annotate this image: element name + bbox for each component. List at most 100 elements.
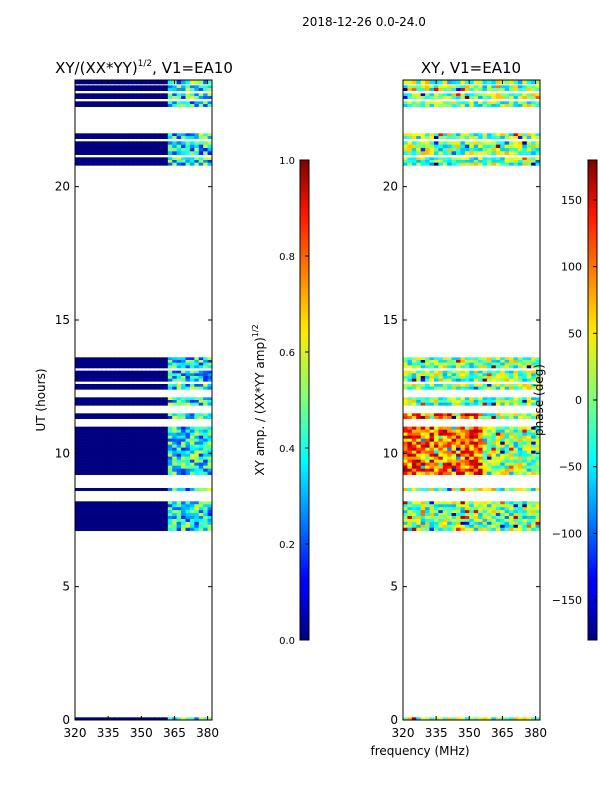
- panel2-heatmap-cell: [535, 465, 540, 469]
- panel1-heatmap-cell: [136, 426, 142, 430]
- panel1-heatmap-cell: [189, 468, 195, 472]
- panel1-heatmap-cell: [88, 444, 94, 448]
- panel1-heatmap-cell: [158, 88, 164, 91]
- panel2-heatmap-cell: [425, 513, 431, 517]
- panel2-heatmap-cell: [451, 510, 457, 514]
- panel1-heatmap-cell: [141, 717, 147, 720]
- panel1-heatmap-cell: [136, 360, 142, 363]
- panel1-heatmap-cell: [110, 465, 116, 469]
- panel2-heatmap-cell: [531, 450, 537, 454]
- panel1-heatmap-cell: [150, 447, 156, 451]
- panel2-heatmap-cell: [429, 136, 435, 139]
- panel2-heatmap-cell: [438, 453, 444, 457]
- panel2-heatmap-cell: [513, 435, 519, 439]
- panel1-heatmap-cell: [97, 384, 103, 387]
- panel2-heatmap-cell: [482, 370, 488, 374]
- panel2-heatmap-cell: [509, 148, 515, 152]
- panel2-heatmap-cell: [495, 136, 501, 139]
- panel2-heatmap-cell: [482, 141, 488, 145]
- panel2-heatmap-cell: [500, 456, 506, 460]
- panel2-heatmap-cell: [451, 400, 457, 403]
- panel1-heatmap-cell: [150, 93, 156, 97]
- panel2-heatmap-cell: [526, 450, 532, 454]
- panel1-heatmap-cell: [172, 85, 178, 89]
- panel2-heatmap-cell: [513, 488, 519, 491]
- panel1-heatmap-cell: [92, 85, 98, 89]
- panel2-heatmap-cell: [442, 524, 448, 529]
- panel2-heatmap-cell: [513, 160, 519, 163]
- panel2-heatmap-cell: [482, 151, 488, 155]
- panel2-heatmap-cell: [482, 438, 488, 442]
- panel2-heatmap-cell: [495, 501, 501, 505]
- panel2-heatmap-cell: [482, 397, 488, 401]
- panel1-heatmap-cell: [154, 459, 160, 463]
- panel1-heatmap-cell: [154, 513, 160, 517]
- panel1-heatmap-cell: [176, 524, 182, 529]
- panel2-heatmap-cell: [420, 413, 426, 417]
- panel2-heatmap-cell: [407, 488, 413, 491]
- panel2-heatmap-cell: [420, 136, 426, 139]
- panel2-heatmap-cell: [509, 373, 515, 377]
- panel1-heatmap-cell: [136, 462, 142, 466]
- panel1-heatmap-cell: [172, 465, 178, 469]
- panel1-heatmap-cell: [92, 453, 98, 457]
- panel1-heatmap-cell: [136, 413, 142, 417]
- panel2-heatmap-cell: [451, 397, 457, 401]
- panel2-heatmap-cell: [509, 362, 515, 366]
- panel1-heatmap-cell: [163, 144, 169, 149]
- panel1-heatmap-cell: [181, 93, 187, 97]
- panel2-heatmap-cell: [531, 88, 537, 91]
- panel2-heatmap-cell: [456, 527, 462, 531]
- panel1-heatmap-cell: [167, 516, 173, 520]
- panel1-heatmap-cell: [136, 527, 142, 531]
- panel1-heatmap-cell: [136, 148, 142, 152]
- panel2-heatmap-cell: [495, 101, 501, 105]
- panel2-heatmap-cell: [438, 378, 444, 382]
- panel1-heatmap-cell: [114, 717, 120, 720]
- panel2-heatmap-cell: [416, 378, 422, 382]
- panel1-heatmap-cell: [189, 510, 195, 514]
- panel1-heatmap-cell: [150, 397, 156, 401]
- panel1-heatmap-cell: [132, 370, 138, 374]
- panel1-heatmap-cell: [194, 384, 200, 387]
- panel1-heatmap-cell: [128, 527, 134, 531]
- panel2-heatmap-cell: [464, 376, 470, 379]
- panel2-heatmap-cell: [504, 378, 510, 382]
- panel1-heatmap-cell: [79, 524, 85, 529]
- panel1-heatmap-cell: [105, 513, 111, 517]
- panel2-heatmap-cell: [504, 717, 510, 720]
- panel2-heatmap-cell: [425, 471, 431, 475]
- panel1-heatmap-cell: [167, 384, 173, 387]
- panel2-heatmap-cell: [473, 80, 479, 85]
- panel2-x-tick-label: 350: [458, 726, 481, 740]
- panel2-heatmap-cell: [482, 465, 488, 469]
- panel1-heatmap-cell: [88, 504, 94, 508]
- panel2-heatmap-cell: [473, 459, 479, 463]
- panel2-heatmap-cell: [403, 507, 409, 511]
- panel1-heatmap-cell: [185, 456, 191, 460]
- panel2-heatmap-cell: [460, 471, 466, 475]
- panel1-heatmap-cell: [119, 510, 125, 514]
- panel2-heatmap-cell: [416, 80, 422, 85]
- panel1-heatmap-cell: [79, 144, 85, 149]
- panel1-heatmap-cell: [105, 441, 111, 445]
- panel1-heatmap-cell: [150, 85, 156, 89]
- panel1-heatmap-cell: [207, 88, 212, 91]
- panel1-heatmap-cell: [114, 365, 120, 369]
- panel2-heatmap-cell: [411, 93, 417, 97]
- panel2-heatmap-cell: [478, 456, 484, 460]
- panel2-heatmap-cell: [425, 488, 431, 491]
- panel2-heatmap-cell: [420, 462, 426, 466]
- panel2-heatmap-cell: [526, 468, 532, 472]
- panel1-heatmap-cell: [132, 133, 138, 137]
- panel1-heatmap-cell: [181, 104, 187, 107]
- panel1-heatmap-cell: [185, 357, 191, 361]
- panel2-heatmap-cell: [447, 402, 453, 406]
- panel2-heatmap-cell: [411, 462, 417, 466]
- panel1-heatmap-cell: [123, 521, 129, 526]
- panel1-heatmap-cell: [132, 376, 138, 379]
- panel2-heatmap-cell: [447, 432, 453, 436]
- panel1-heatmap-cell: [88, 136, 94, 139]
- panel1-heatmap-cell: [158, 386, 164, 390]
- panel2-heatmap-cell: [531, 429, 537, 433]
